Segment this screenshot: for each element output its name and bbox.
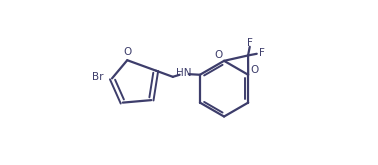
Text: F: F [247, 38, 253, 48]
Text: F: F [259, 48, 265, 58]
Text: O: O [214, 50, 222, 60]
Text: Br: Br [92, 72, 104, 82]
Text: HN: HN [177, 68, 192, 78]
Text: O: O [123, 47, 132, 57]
Text: O: O [250, 65, 259, 75]
